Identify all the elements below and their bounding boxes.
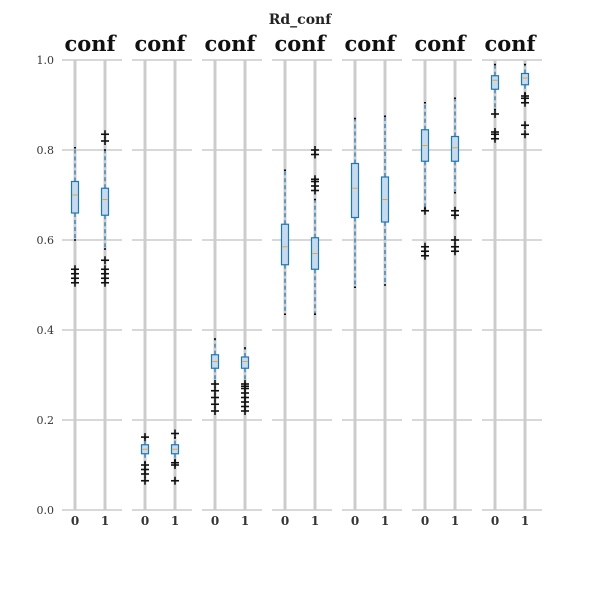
flier xyxy=(71,265,79,274)
flier xyxy=(521,130,529,139)
box xyxy=(350,162,360,219)
box xyxy=(520,72,530,86)
x-tick-label: 1 xyxy=(171,514,179,528)
flier xyxy=(211,400,219,409)
x-tick-label: 1 xyxy=(521,514,529,528)
y-tick-label: 0.4 xyxy=(37,324,55,337)
flier xyxy=(211,393,219,402)
flier xyxy=(171,429,179,438)
box xyxy=(100,187,110,216)
panel-title: conf xyxy=(64,31,117,56)
flier xyxy=(101,256,109,265)
chart-title: Rd_conf xyxy=(269,12,332,28)
flier xyxy=(211,380,219,388)
panel-4: conf 0 1 xyxy=(342,31,402,528)
panel-5: conf 0 1 xyxy=(412,31,472,528)
flier xyxy=(311,175,319,184)
x-tick-label: 0 xyxy=(491,514,499,528)
x-tick-label: 0 xyxy=(351,514,359,528)
flier xyxy=(101,137,109,145)
x-tick-label: 0 xyxy=(281,514,289,528)
panel-0: conf 0 1 xyxy=(62,31,122,528)
x-tick-label: 1 xyxy=(241,514,249,528)
flier xyxy=(211,407,219,415)
x-tick-label: 0 xyxy=(211,514,219,528)
flier xyxy=(141,476,149,485)
panel-title: conf xyxy=(344,31,397,56)
flier xyxy=(451,236,459,244)
box xyxy=(450,135,460,162)
flier xyxy=(101,265,109,274)
flier xyxy=(171,458,179,467)
y-tick-label: 0.0 xyxy=(37,504,55,517)
x-tick-label: 0 xyxy=(421,514,429,528)
box xyxy=(70,180,80,214)
flier xyxy=(491,110,499,118)
x-tick-label: 0 xyxy=(71,514,79,528)
flier xyxy=(311,146,319,154)
box xyxy=(490,75,500,90)
flier xyxy=(241,380,249,388)
x-tick-label: 1 xyxy=(101,514,109,528)
flier xyxy=(421,206,429,215)
x-tick-label: 1 xyxy=(451,514,459,528)
flier xyxy=(451,206,459,215)
y-tick-label: 0.8 xyxy=(37,144,55,157)
flier xyxy=(141,461,149,469)
flier xyxy=(421,242,429,251)
y-tick-label: 1.0 xyxy=(37,54,55,67)
x-tick-label: 1 xyxy=(381,514,389,528)
panel-title: conf xyxy=(484,31,537,56)
flier xyxy=(521,121,529,130)
box xyxy=(280,223,290,266)
flier xyxy=(211,386,219,395)
panel-6: conf 0 1 xyxy=(482,31,542,528)
panel-title: conf xyxy=(134,31,187,56)
box xyxy=(240,356,250,369)
flier xyxy=(451,242,459,251)
x-tick-label: 0 xyxy=(141,514,149,528)
panel-title: conf xyxy=(414,31,467,56)
panel-2: conf 0 1 xyxy=(202,31,262,528)
y-tick-label: 0.6 xyxy=(37,234,55,247)
flier xyxy=(521,92,529,100)
x-tick-label: 1 xyxy=(311,514,319,528)
flier xyxy=(101,130,109,139)
panel-3: conf 0 1 xyxy=(272,31,332,528)
flier xyxy=(491,128,499,136)
y-tick-label: 0.2 xyxy=(37,414,55,427)
panel-1: conf 0 1 xyxy=(132,31,192,528)
panel-title: conf xyxy=(204,31,257,56)
flier xyxy=(141,433,149,442)
panel-title: conf xyxy=(274,31,327,56)
flier xyxy=(171,476,179,485)
